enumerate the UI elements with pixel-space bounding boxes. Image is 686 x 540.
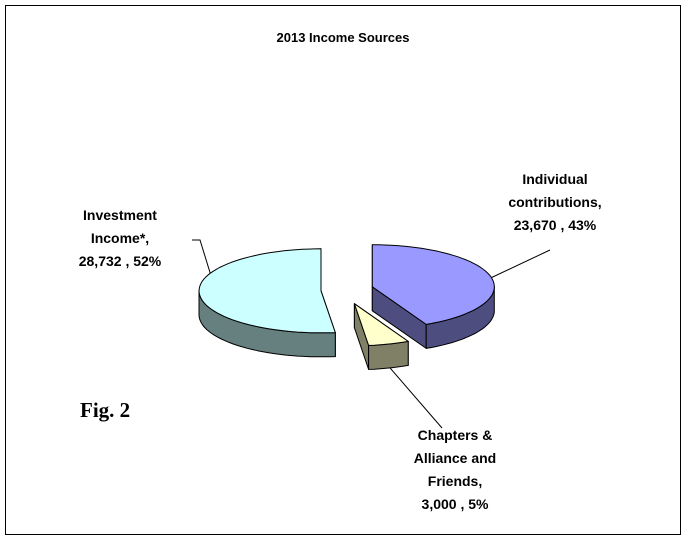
category-label: Investment Income*,: [83, 207, 157, 246]
slice-top: [198, 248, 336, 334]
data-label: Individual contributions, 23,670 , 43%: [490, 168, 620, 237]
annotation: Fig. 2: [80, 398, 131, 422]
pie: [198, 244, 495, 370]
value-label: 28,732 , 52%: [78, 253, 162, 269]
slice-top: [353, 303, 409, 346]
pie-slice: [353, 303, 409, 370]
data-label: Chapters & Alliance and Friends, 3,000 ,…: [400, 424, 510, 516]
pie-slice: [371, 244, 495, 349]
value-label: 23,670 , 43%: [513, 217, 597, 233]
slice-top: [371, 244, 495, 325]
category-label: Chapters & Alliance and Friends,: [413, 427, 497, 489]
chart-border: [5, 5, 681, 535]
pie-slice: [198, 248, 336, 358]
category-label: Individual contributions,: [508, 171, 602, 210]
value-label: 3,000 , 5%: [421, 496, 489, 512]
data-label: Investment Income*, 28,732 , 52%: [65, 204, 175, 273]
chart-title: 2013 Income Sources: [276, 30, 410, 45]
